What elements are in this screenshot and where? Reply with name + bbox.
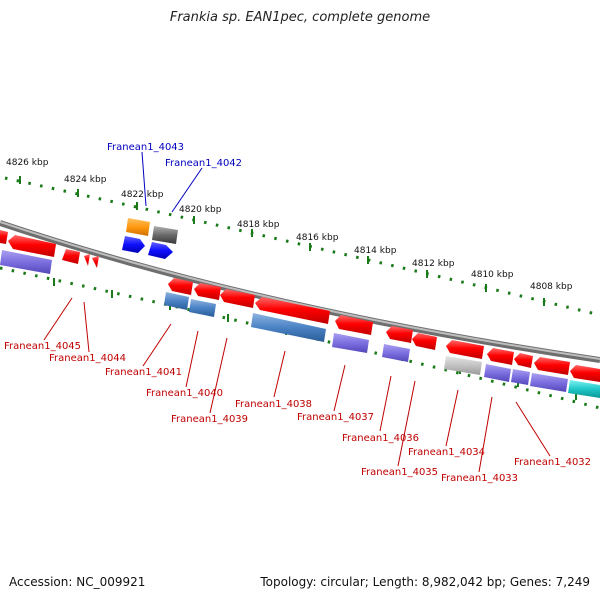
forward-genes (122, 218, 178, 259)
reverse-leader-lines (43, 297, 551, 473)
kbp-label: 4822 kbp (121, 190, 164, 200)
genome-title: Frankia sp. EAN1pec, complete genome (169, 10, 431, 25)
gene-box[interactable] (189, 299, 216, 317)
kbp-label: 4808 kbp (530, 282, 573, 292)
gene-arrow-reverse[interactable] (194, 283, 221, 300)
gene-arrow-reverse[interactable] (412, 333, 437, 350)
gene-label[interactable]: Franean1_4032 (514, 457, 591, 468)
gene-arrow-forward[interactable] (122, 236, 145, 253)
gene-box[interactable] (568, 380, 600, 398)
gene-arrow-reverse[interactable] (446, 340, 484, 359)
forward-leader-lines (141, 151, 203, 213)
gene-arrow-reverse[interactable] (84, 254, 90, 266)
gene-label[interactable]: Franean1_4044 (49, 353, 126, 364)
gene-label[interactable]: Franean1_4043 (107, 142, 184, 153)
gene-arrow-reverse[interactable] (487, 348, 514, 365)
kbp-label: 4812 kbp (412, 259, 455, 269)
gene-arrow-reverse[interactable] (335, 315, 373, 335)
kbp-label: 4818 kbp (237, 220, 280, 230)
gene-label[interactable]: Franean1_4042 (165, 158, 242, 169)
gene-label[interactable]: Franean1_4036 (342, 433, 419, 444)
gene-box[interactable] (164, 292, 189, 310)
kbp-label: 4824 kbp (64, 175, 107, 185)
gene-arrow-reverse[interactable] (386, 326, 413, 343)
gene-arrow-reverse[interactable] (534, 357, 570, 375)
genome-summary: Topology: circular; Length: 8,982,042 bp… (260, 575, 590, 589)
gene-label[interactable]: Franean1_4045 (4, 341, 81, 352)
kbp-label: 4816 kbp (296, 233, 339, 243)
gene-box[interactable] (251, 313, 326, 342)
gene-label[interactable]: Franean1_4040 (146, 388, 223, 399)
gene-arrow-reverse[interactable] (92, 256, 99, 268)
gene-label[interactable]: Franean1_4041 (105, 367, 182, 378)
kbp-label: 4826 kbp (6, 158, 49, 168)
gene-arrow-reverse[interactable] (0, 230, 8, 244)
gene-label[interactable]: Franean1_4033 (441, 473, 518, 484)
gene-arrow-reverse[interactable] (220, 289, 255, 308)
gene-box[interactable] (444, 356, 482, 375)
genome-backbone-highlight (0, 221, 600, 360)
gene-arrow-forward[interactable] (152, 226, 178, 244)
gene-box[interactable] (332, 333, 369, 353)
gene-arrow-reverse[interactable] (514, 353, 533, 368)
kbp-label: 4814 kbp (354, 246, 397, 256)
reverse-genes (0, 230, 600, 398)
gene-box[interactable] (0, 250, 52, 274)
gene-arrow-reverse[interactable] (62, 249, 80, 264)
gene-arrow-reverse[interactable] (255, 297, 330, 324)
kbp-label: 4810 kbp (471, 270, 514, 280)
gene-arrow-reverse[interactable] (8, 235, 56, 257)
gene-label[interactable]: Franean1_4039 (171, 414, 248, 425)
gene-label[interactable]: Franean1_4034 (408, 447, 485, 458)
lower-ruler (0, 266, 600, 410)
gene-label[interactable]: Franean1_4038 (235, 399, 312, 410)
gene-arrow-reverse[interactable] (570, 365, 600, 382)
gene-box[interactable] (511, 369, 530, 385)
kbp-label: 4820 kbp (179, 205, 222, 215)
upper-ruler-major-ticks (19, 176, 545, 306)
gene-box[interactable] (484, 364, 511, 382)
gene-arrow-forward[interactable] (126, 218, 150, 236)
gene-arrow-forward[interactable] (148, 242, 173, 259)
accession-label: Accession: NC_009921 (9, 575, 146, 589)
upper-ruler (4, 176, 600, 317)
gene-arrow-reverse[interactable] (168, 278, 193, 295)
gene-label[interactable]: Franean1_4035 (361, 467, 438, 478)
gene-box[interactable] (530, 373, 568, 392)
gene-label[interactable]: Franean1_4037 (297, 412, 374, 423)
gene-box[interactable] (382, 344, 410, 362)
